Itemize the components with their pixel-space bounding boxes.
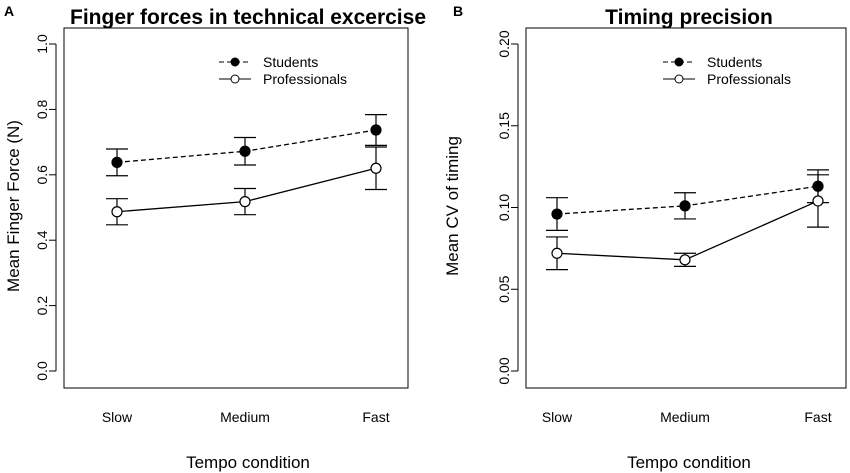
- data-point-professionals-a-0: [111, 206, 123, 218]
- legend-b: Students Professionals: [663, 54, 791, 87]
- plot-frame-a: [63, 27, 409, 389]
- data-point-professionals-b-2: [812, 195, 824, 207]
- chart-title-a: Finger forces in technical excercise: [70, 6, 426, 29]
- data-point-students-b-1: [679, 200, 691, 212]
- series-group-a: [106, 114, 387, 226]
- legend-a: Students Professionals: [219, 54, 347, 87]
- legend-students-label-a: Students: [263, 54, 318, 70]
- y-axis-a: 0.0 0.2 0.4 0.6 0.8 1.0: [34, 34, 57, 381]
- y-tick-label-a-0: 0.0: [34, 361, 50, 381]
- y-tick-label-a-4: 0.8: [34, 99, 50, 119]
- data-point-students-b-0: [551, 208, 563, 220]
- legend-students-label-b: Students: [707, 54, 762, 70]
- y-tick-label-b-1: 0.05: [496, 275, 512, 302]
- y-axis-label-a: Mean Finger Force (N): [4, 120, 23, 292]
- x-tick-label-b-1: Medium: [660, 409, 710, 425]
- x-tick-label-b-0: Slow: [542, 409, 573, 425]
- data-point-professionals-a-1: [239, 196, 251, 208]
- data-point-students-a-2: [370, 124, 382, 136]
- x-axis-label-b: Tempo condition: [627, 453, 751, 472]
- series-group-b: [546, 169, 829, 271]
- legend-students-marker-b: [674, 57, 684, 67]
- panel-letter-b: B: [453, 3, 463, 19]
- legend-professionals-label-b: Professionals: [707, 71, 791, 87]
- y-tick-label-b-4: 0.20: [496, 30, 512, 57]
- panel-letter-a: A: [4, 3, 14, 19]
- legend-professionals-marker-b: [674, 74, 684, 84]
- x-tick-label-a-2: Fast: [362, 409, 389, 425]
- y-tick-label-a-3: 0.6: [34, 165, 50, 185]
- y-tick-label-a-1: 0.2: [34, 296, 50, 316]
- data-point-professionals-a-2: [370, 162, 382, 174]
- x-axis-a: Slow Medium Fast: [102, 409, 390, 425]
- data-point-students-a-1: [239, 145, 251, 157]
- y-tick-label-b-2: 0.10: [496, 194, 512, 221]
- x-tick-label-a-0: Slow: [102, 409, 133, 425]
- y-tick-label-b-3: 0.15: [496, 112, 512, 139]
- y-tick-label-b-0: 0.00: [496, 357, 512, 384]
- x-tick-label-b-2: Fast: [804, 409, 831, 425]
- data-point-professionals-b-0: [551, 247, 563, 259]
- y-axis-label-b: Mean CV of timing: [443, 136, 462, 276]
- panel-a: A Finger forces in technical excercise M…: [4, 3, 426, 472]
- chart-title-b: Timing precision: [605, 6, 773, 29]
- legend-professionals-marker-a: [230, 74, 240, 84]
- y-tick-label-a-2: 0.4: [34, 230, 50, 250]
- x-tick-label-a-1: Medium: [220, 409, 270, 425]
- plot-frame-b: [525, 27, 847, 389]
- y-tick-label-a-5: 1.0: [34, 34, 50, 54]
- data-point-professionals-b-1: [679, 254, 691, 266]
- legend-professionals-label-a: Professionals: [263, 71, 347, 87]
- panel-b: B Timing precision Mean CV of timing Tem…: [443, 3, 847, 472]
- data-point-students-a-0: [111, 156, 123, 168]
- x-axis-label-a: Tempo condition: [186, 453, 310, 472]
- y-axis-b: 0.00 0.05 0.10 0.15 0.20: [496, 30, 519, 385]
- legend-students-marker-a: [230, 57, 240, 67]
- x-axis-b: Slow Medium Fast: [542, 409, 832, 425]
